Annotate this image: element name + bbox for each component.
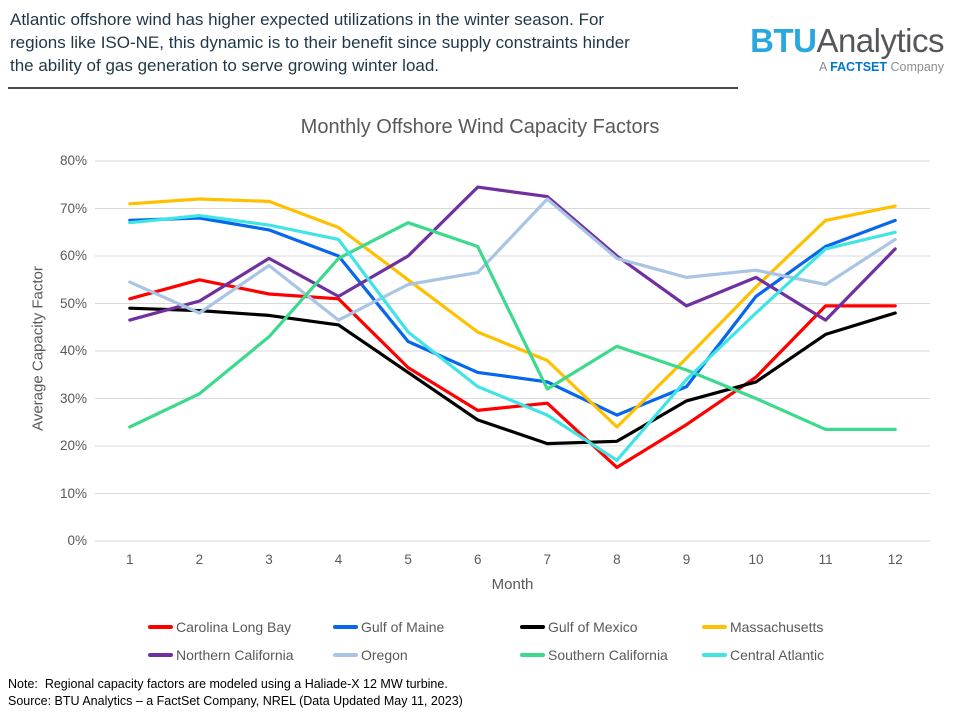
legend-swatch-icon [702,625,727,629]
legend-item-carolina-long-bay: Carolina Long Bay [148,619,291,635]
btu-analytics-logo: BTUAnalytics A FACTSET Company [750,24,944,75]
x-tick-12: 12 [887,552,903,567]
legend-swatch-icon [333,625,358,629]
logo-tagline: A FACTSET Company [750,60,944,74]
header-line-1: Atlantic offshore wind has higher expect… [10,10,605,29]
legend-item-massachusetts: Massachusetts [702,619,823,635]
plot-area [95,160,930,542]
y-tick-10: 10% [59,485,87,501]
series-line-massachusetts [128,197,897,429]
logo-analytics-text: Analytics [816,22,944,59]
series-line-central-atlantic [128,213,897,462]
x-tick-5: 5 [404,552,412,567]
legend-item-gulf-of-maine: Gulf of Maine [333,619,444,635]
x-tick-9: 9 [682,552,691,567]
legend-label: Oregon [361,647,408,663]
legend-label: Massachusetts [730,619,824,635]
tagline-prefix: A [818,60,831,74]
chart-title: Monthly Offshore Wind Capacity Factors [300,116,660,138]
y-tick-40: 40% [59,343,87,358]
legend-swatch-icon [520,625,545,629]
factset-logo-text: FACTSET [830,60,888,74]
series-line-carolina-long-bay [128,278,897,469]
legend-swatch-icon [148,653,173,657]
legend-label: Central Atlantic [730,647,825,663]
legend-label: Southern California [548,647,668,663]
legend-label: Gulf of Mexico [548,619,638,635]
series-line-northern-california [128,185,897,322]
logo-wordmark: BTUAnalytics [750,24,944,58]
y-tick-20: 20% [59,438,87,453]
legend-item-southern-california: Southern California [520,647,668,663]
header-line-3: the ability of gas generation to serve g… [10,56,440,75]
header-divider [8,87,738,89]
y-tick-50: 50% [59,295,87,311]
y-tick-30: 30% [59,390,87,406]
y-tick-70: 70% [59,200,87,216]
legend-item-northern-california: Northern California [148,647,294,663]
x-tick-2: 2 [195,552,204,567]
series-line-gulf-of-maine [128,216,897,417]
x-tick-7: 7 [543,552,552,567]
legend-swatch-icon [148,625,173,629]
x-axis-title: Month [491,576,534,593]
x-tick-11: 11 [818,552,833,567]
logo-btu-text: BTU [750,22,817,59]
legend-swatch-icon [333,653,358,657]
series-line-oregon [128,197,897,322]
x-tick-8: 8 [613,552,621,567]
header-commentary: Atlantic offshore wind has higher expect… [10,8,750,77]
y-tick-0: 0% [67,533,87,548]
series-line-southern-california [128,221,897,431]
legend-label: Carolina Long Bay [176,619,292,635]
chart-source: Source: BTU Analytics – a FactSet Compan… [8,694,463,708]
y-tick-80: 80% [59,153,87,168]
legend-swatch-icon [520,653,545,657]
x-tick-10: 10 [748,552,764,567]
legend-label: Gulf of Maine [361,619,445,635]
legend-item-oregon: Oregon [333,647,408,663]
x-tick-1: 1 [126,552,134,567]
legend-item-gulf-of-mexico: Gulf of Mexico [520,619,637,635]
legend-label: Northern California [176,647,294,663]
legend-swatch-icon [702,653,727,657]
chart-note: Note: Regional capacity factors are mode… [8,677,448,691]
x-tick-4: 4 [334,552,343,567]
header-line-2: regions like ISO-NE, this dynamic is to … [10,33,630,52]
y-tick-60: 60% [59,248,87,263]
series-line-gulf-of-mexico [128,306,897,446]
tagline-suffix: Company [887,60,944,74]
legend-item-central-atlantic: Central Atlantic [702,647,824,663]
x-tick-3: 3 [265,552,273,567]
x-tick-6: 6 [473,552,482,567]
